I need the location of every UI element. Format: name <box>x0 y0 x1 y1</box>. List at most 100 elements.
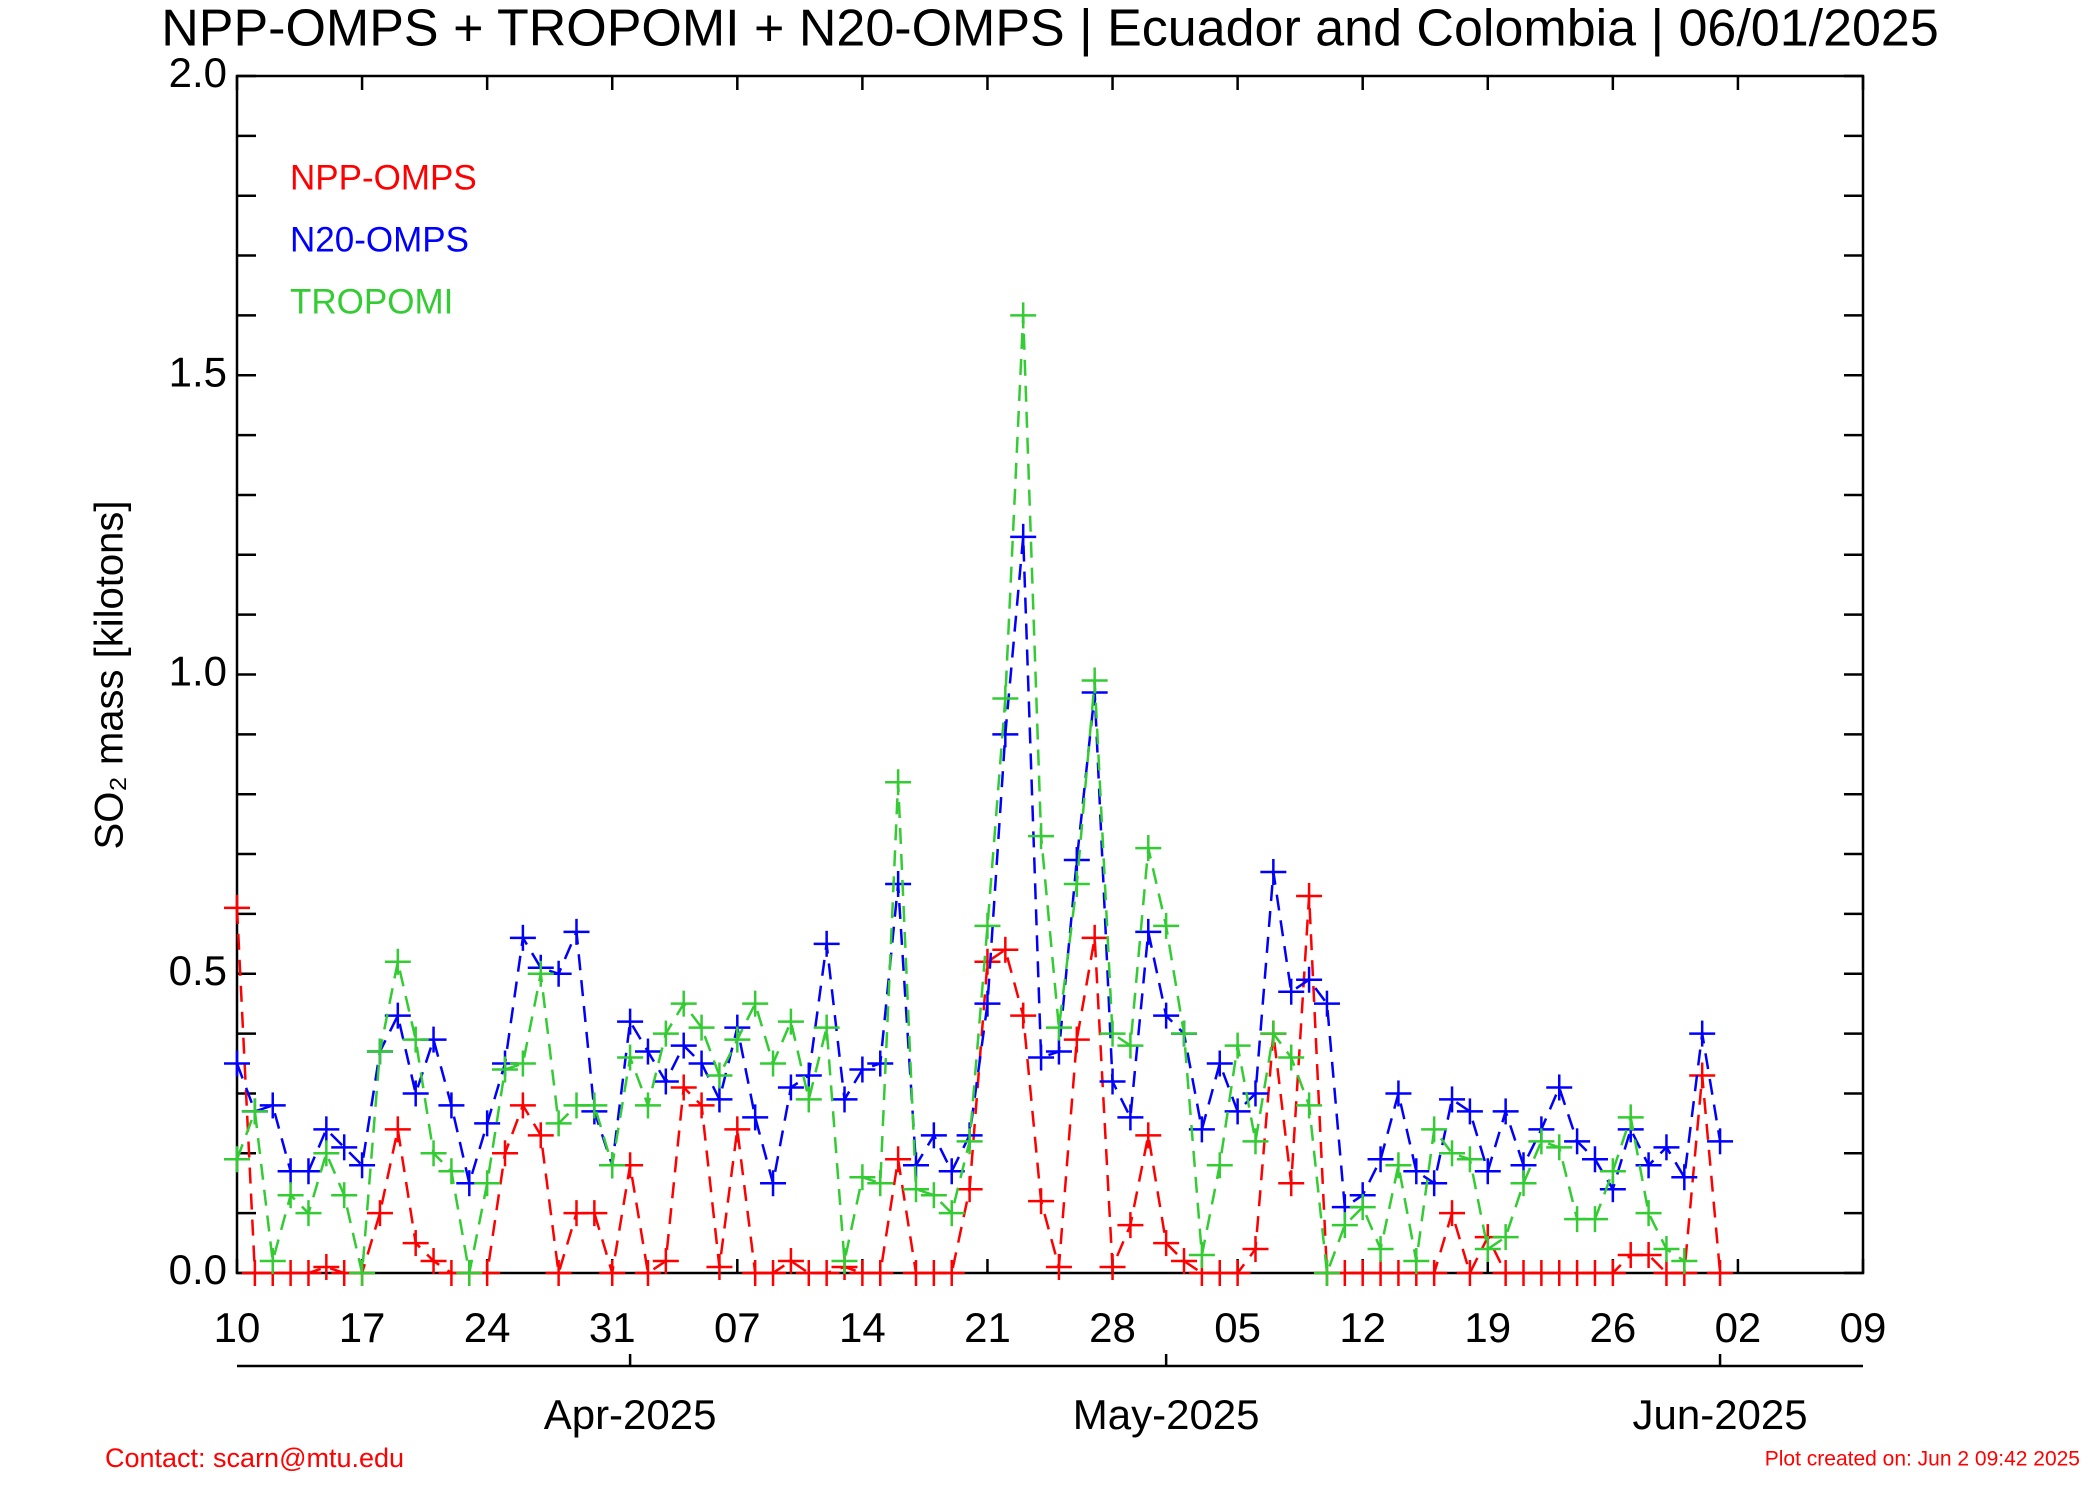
data-point <box>1117 1104 1144 1131</box>
data-point <box>670 990 697 1017</box>
data-point <box>938 1260 965 1286</box>
series-line <box>235 536 1722 1210</box>
data-point <box>1653 1134 1680 1161</box>
data-point <box>1456 1146 1483 1173</box>
y-axis-label: SO₂ mass [kilotons] <box>88 501 132 850</box>
data-point <box>1456 1098 1483 1125</box>
data-point <box>831 1086 858 1113</box>
data-point <box>331 1134 358 1161</box>
data-point <box>688 1050 715 1077</box>
data-point <box>509 1050 536 1077</box>
legend-entry: NPP-OMPS <box>290 158 477 197</box>
data-point <box>1581 1206 1608 1233</box>
data-point <box>349 1152 376 1179</box>
data-point <box>1010 523 1037 550</box>
data-point <box>974 948 1001 975</box>
data-point <box>1546 1134 1573 1161</box>
x-tick-label: 21 <box>964 1304 1011 1351</box>
month-label: May-2025 <box>1073 1391 1260 1438</box>
data-point <box>1546 1074 1573 1101</box>
chart-title: NPP-OMPS + TROPOMI + N20-OMPS | Ecuador … <box>161 0 1939 58</box>
data-point <box>1581 1146 1608 1173</box>
data-point <box>1063 847 1090 874</box>
data-point <box>1206 1152 1233 1179</box>
data-point <box>617 1008 644 1035</box>
data-point <box>1045 1254 1072 1281</box>
data-point <box>1439 1140 1466 1167</box>
data-point <box>670 1074 697 1101</box>
data-point <box>974 912 1001 939</box>
data-point <box>1510 1170 1537 1197</box>
data-point <box>742 990 769 1017</box>
data-point <box>313 1116 340 1143</box>
data-point <box>706 1254 733 1281</box>
data-point <box>1635 1152 1662 1179</box>
data-point <box>331 1182 358 1209</box>
x-tick-label: 02 <box>1715 1304 1762 1351</box>
data-point <box>1421 1116 1448 1143</box>
data-point <box>1474 1158 1501 1185</box>
data-point <box>277 1182 304 1209</box>
created-note: Plot created on: Jun 2 09:42 2025 <box>1765 1448 2080 1471</box>
data-point <box>1707 1260 1734 1286</box>
data-point <box>1242 1128 1269 1155</box>
x-tick-label: 05 <box>1214 1304 1261 1351</box>
data-point <box>902 1176 929 1203</box>
data-point <box>831 1248 858 1275</box>
data-point <box>1313 1260 1340 1286</box>
data-point <box>1153 1002 1180 1029</box>
y-tick-label: 1.0 <box>169 648 227 695</box>
data-point <box>1081 924 1108 951</box>
data-point <box>1439 1200 1466 1227</box>
data-point <box>456 1260 483 1286</box>
data-point <box>384 948 411 975</box>
data-point <box>545 1260 572 1286</box>
data-point <box>295 1260 322 1286</box>
data-point <box>1403 1248 1430 1275</box>
data-point <box>1617 1104 1644 1131</box>
data-point <box>885 1146 912 1173</box>
data-point <box>1349 1194 1376 1221</box>
data-point <box>1063 870 1090 897</box>
data-point <box>545 1110 572 1137</box>
data-point <box>1099 1254 1126 1281</box>
data-point <box>992 936 1019 963</box>
data-point <box>724 1026 751 1053</box>
data-point <box>295 1158 322 1185</box>
month-label: Apr-2025 <box>544 1391 717 1438</box>
data-point <box>652 1248 679 1275</box>
x-tick-label: 12 <box>1339 1304 1386 1351</box>
data-point <box>1260 1020 1287 1047</box>
data-point <box>617 1044 644 1071</box>
data-point <box>599 1260 626 1286</box>
data-point <box>885 870 912 897</box>
data-point <box>1081 667 1108 694</box>
data-point <box>384 1116 411 1143</box>
data-point <box>724 1116 751 1143</box>
data-point <box>366 1200 393 1227</box>
data-point <box>795 1062 822 1089</box>
data-point <box>974 990 1001 1017</box>
data-point <box>1456 1260 1483 1286</box>
data-point <box>634 1038 661 1065</box>
legend-entry: TROPOMI <box>290 282 453 321</box>
x-tick-label: 09 <box>1840 1304 1887 1351</box>
data-point <box>527 1122 554 1149</box>
data-point <box>509 924 536 951</box>
data-point <box>1707 1128 1734 1155</box>
data-point <box>1599 1260 1626 1286</box>
data-point <box>1528 1128 1555 1155</box>
data-point <box>634 1092 661 1119</box>
data-point <box>1099 1068 1126 1095</box>
data-point <box>849 1164 876 1191</box>
data-point <box>1385 1152 1412 1179</box>
data-point <box>438 1158 465 1185</box>
data-point <box>1564 1128 1591 1155</box>
data-point <box>1278 1044 1305 1071</box>
data-point <box>474 1110 501 1137</box>
data-point <box>956 1128 983 1155</box>
month-label: Jun-2025 <box>1632 1391 1807 1438</box>
data-point <box>1028 823 1055 850</box>
data-point <box>777 1074 804 1101</box>
data-point <box>1135 918 1162 945</box>
